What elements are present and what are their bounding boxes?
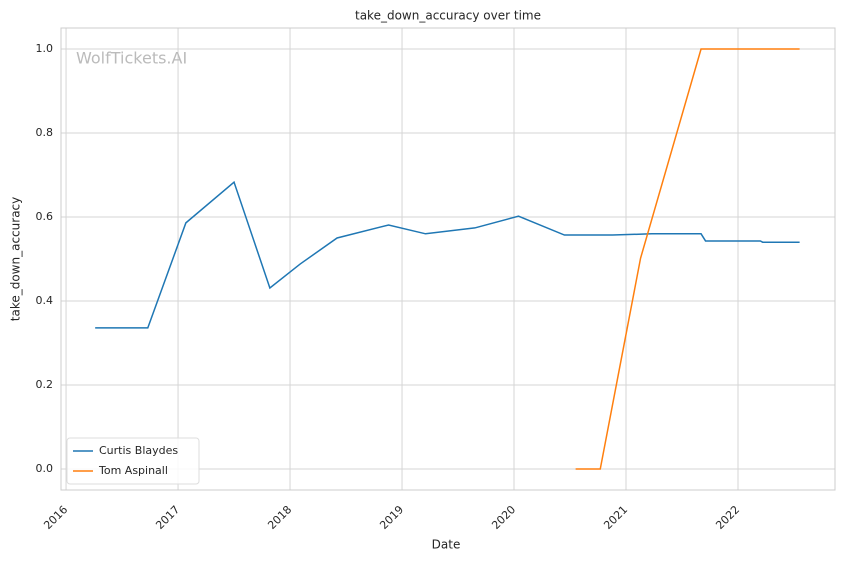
legend-label: Curtis Blaydes [99, 444, 178, 457]
x-tick-label: 2018 [265, 503, 294, 532]
x-tick-label: 2017 [153, 503, 182, 532]
series-line [95, 180, 800, 329]
chart-title: take_down_accuracy over time [355, 9, 541, 23]
y-tick-label: 0.0 [36, 462, 54, 475]
y-tick-label: 0.8 [36, 126, 54, 139]
legend-label: Tom Aspinall [98, 464, 168, 477]
watermark: WolfTickets.AI [76, 49, 187, 68]
legend: Curtis Blaydes Tom Aspinall [66, 437, 200, 485]
x-tick-label: 2016 [41, 503, 70, 532]
x-axis-label: Date [432, 538, 461, 552]
y-tick-label: 0.6 [36, 210, 54, 223]
y-tick-label: 0.2 [36, 378, 54, 391]
y-tick-label: 1.0 [36, 42, 54, 55]
y-tick-label: 0.4 [36, 294, 54, 307]
x-tick-label: 2020 [489, 503, 518, 532]
series-line [575, 48, 800, 470]
legend-box [66, 437, 200, 485]
x-tick-label: 2022 [713, 503, 742, 532]
x-tick-label: 2021 [601, 503, 630, 532]
plot-frame [60, 27, 836, 491]
x-tick-label: 2019 [377, 503, 406, 532]
y-axis-label: take_down_accuracy [9, 197, 23, 321]
